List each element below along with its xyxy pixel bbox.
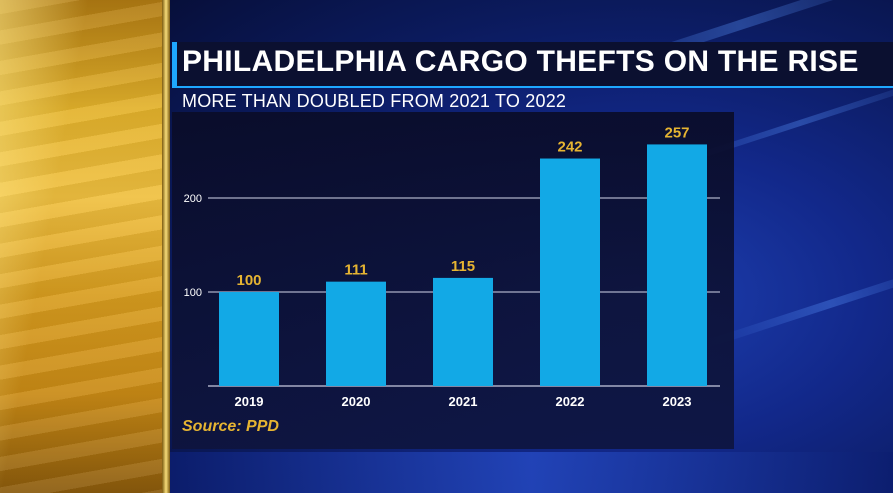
chart-subtitle: MORE THAN DOUBLED FROM 2021 TO 2022	[182, 91, 567, 111]
bar-value-label: 100	[236, 272, 261, 289]
y-tick-label: 200	[184, 193, 202, 205]
bar	[647, 144, 707, 386]
bar-value-label: 111	[344, 262, 367, 279]
title-underline	[172, 86, 893, 88]
bar-value-label: 242	[557, 139, 582, 156]
x-tick-label: 2022	[556, 394, 585, 409]
x-tick-label: 2019	[235, 394, 264, 409]
x-tick-label: 2023	[663, 394, 692, 409]
title-accent-stripe	[172, 42, 177, 86]
bar	[433, 277, 493, 386]
y-tick-label: 100	[184, 287, 202, 299]
bar	[219, 292, 279, 386]
gold-side-band	[0, 0, 167, 493]
gold-edge-divider	[162, 0, 170, 493]
x-tick-label: 2021	[449, 394, 478, 409]
title-bar	[172, 42, 893, 86]
x-tick-label: 2020	[342, 394, 371, 409]
bar-value-label: 257	[664, 124, 689, 141]
bar-chart: 100 200 100 2019 111 2020 115 2021 242 2022 257 202…	[184, 124, 720, 409]
bottom-strip	[170, 452, 893, 493]
bar-value-label: 115	[451, 258, 475, 275]
bar	[326, 281, 386, 386]
source-note: Source: PPD	[182, 418, 279, 435]
bar	[540, 158, 600, 386]
chart-title: PHILADELPHIA CARGO THEFTS ON THE RISE	[182, 45, 859, 78]
